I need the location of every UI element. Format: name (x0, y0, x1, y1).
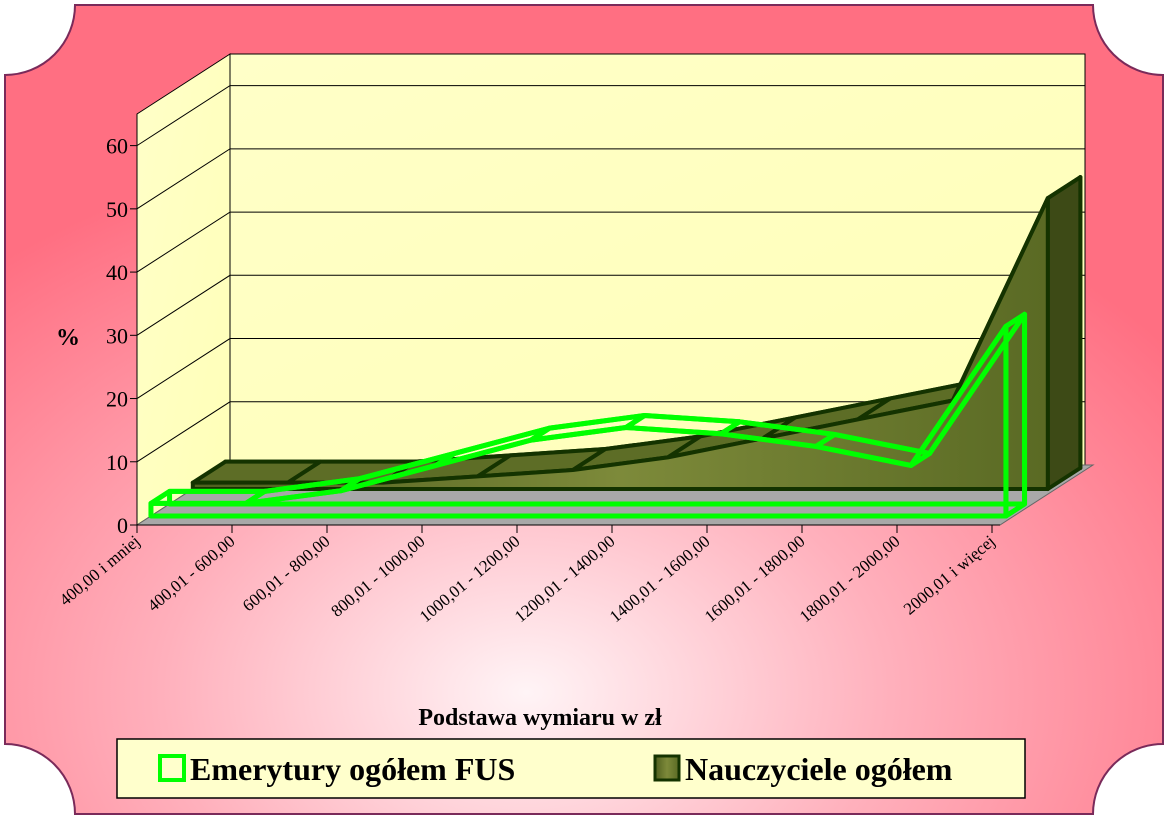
x-axis-title: Podstawa wymiaru w zł (418, 705, 662, 731)
y-tick-label: 0 (117, 513, 128, 538)
legend-swatch (158, 754, 186, 782)
series-end-face (1045, 175, 1083, 491)
grid-line (136, 401, 1085, 463)
y-axis-title: % (56, 325, 80, 351)
grid-line (136, 211, 1085, 273)
y-tick-label: 50 (106, 197, 128, 222)
legend (116, 738, 1026, 799)
grid-line (136, 338, 1085, 399)
grid-line (136, 148, 1085, 210)
legend-items: Emerytury ogółem FUS Nauczyciele ogółem (158, 751, 953, 787)
y-tick-label: 60 (106, 134, 128, 159)
legend-swatch (653, 754, 681, 782)
y-tick-label: 10 (106, 450, 128, 475)
y-tick-label: 30 (106, 323, 128, 348)
series-area (148, 323, 1009, 519)
grid-line (136, 85, 1085, 147)
legend-label: Emerytury ogółem FUS (190, 751, 515, 787)
y-tick-label: 20 (106, 387, 128, 412)
legend-label: Nauczyciele ogółem (685, 751, 953, 787)
grid-line (136, 274, 1085, 336)
plot (136, 85, 1085, 526)
y-tick-label: 40 (106, 260, 128, 285)
side-wall (136, 53, 231, 526)
